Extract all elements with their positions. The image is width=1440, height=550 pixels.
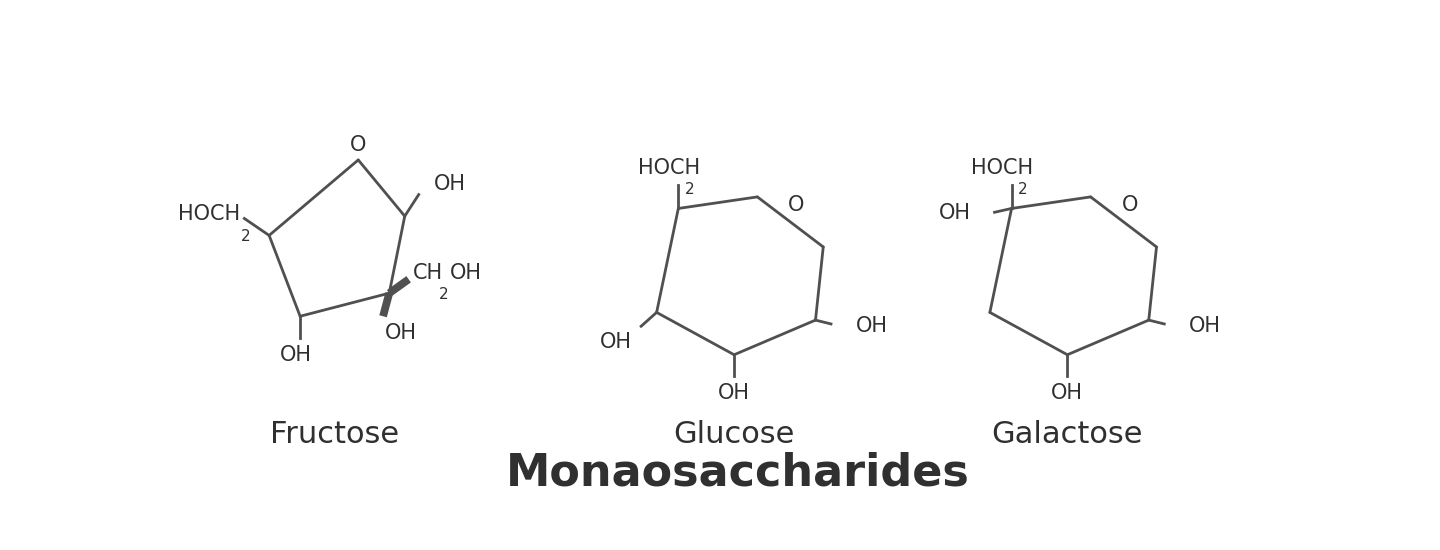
Text: O: O [1122, 195, 1138, 215]
Text: OH: OH [386, 323, 418, 343]
Text: 2: 2 [684, 182, 694, 197]
Text: Monaosaccharides: Monaosaccharides [505, 451, 971, 494]
Text: Glucose: Glucose [674, 420, 795, 449]
Text: 2: 2 [1018, 182, 1027, 197]
Text: OH: OH [281, 345, 312, 365]
Text: OH: OH [600, 332, 632, 351]
Text: OH: OH [449, 263, 482, 283]
Text: OH: OH [719, 383, 750, 403]
Text: HOCH: HOCH [971, 158, 1034, 178]
Text: O: O [788, 195, 805, 215]
Text: HOCH: HOCH [177, 204, 239, 224]
Text: OH: OH [1189, 316, 1221, 336]
Text: OH: OH [1051, 383, 1083, 403]
Text: OH: OH [939, 203, 971, 223]
Text: OH: OH [855, 316, 888, 336]
Text: Fructose: Fructose [271, 420, 399, 449]
Text: 2: 2 [242, 229, 251, 244]
Text: CH: CH [412, 263, 442, 283]
Text: OH: OH [435, 174, 467, 194]
Text: HOCH: HOCH [638, 158, 700, 178]
Text: O: O [350, 135, 366, 155]
Text: Galactose: Galactose [992, 420, 1143, 449]
Text: 2: 2 [439, 287, 448, 302]
